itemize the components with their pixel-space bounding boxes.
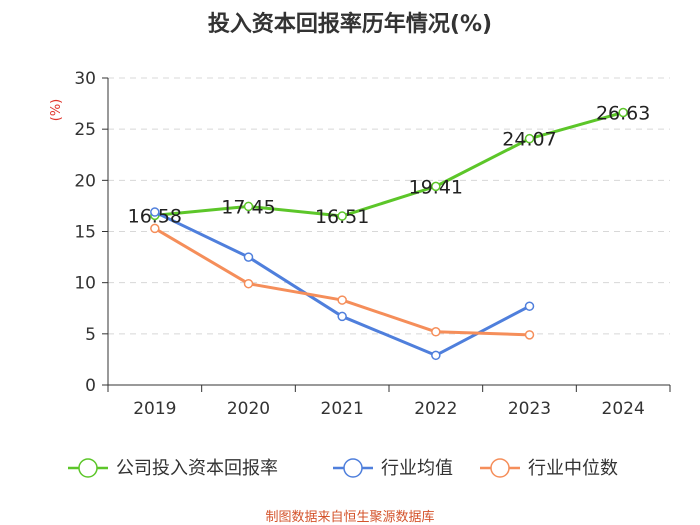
data-point [618, 107, 628, 118]
legend-marker [490, 458, 510, 478]
data-point [243, 278, 254, 289]
legend-label: 公司投入资本回报率 [116, 458, 278, 479]
data-label: 16.51 [315, 206, 369, 228]
data-point [524, 133, 535, 144]
y-tick-label: 20 [74, 171, 96, 191]
data-label: 24.07 [502, 129, 556, 151]
data-point [431, 350, 441, 361]
source-note: 制图数据来自恒生聚源数据库 [265, 510, 435, 525]
legend-marker [78, 458, 98, 478]
data-point [337, 211, 347, 221]
x-tick-label: 2020 [227, 399, 270, 419]
x-tick-label: 2021 [321, 399, 364, 419]
y-tick-label: 0 [85, 376, 96, 396]
x-tick-label: 2023 [508, 399, 551, 419]
data-point [243, 201, 254, 212]
data-label: 26.63 [596, 102, 650, 124]
data-point [431, 327, 441, 337]
series-line [154, 111, 624, 218]
y-tick-label: 5 [85, 325, 96, 345]
data-point [150, 207, 160, 217]
data-point [524, 301, 535, 311]
data-point [524, 330, 535, 340]
data-point [337, 311, 347, 322]
data-point [150, 223, 160, 234]
x-tick-label: 2024 [602, 399, 645, 419]
legend-label: 行业均值 [381, 458, 453, 479]
data-label: 19.41 [409, 176, 463, 198]
y-tick-label: 10 [74, 274, 96, 294]
legend-label: 行业中位数 [528, 458, 618, 479]
data-label: 17.45 [221, 196, 275, 218]
y-tick-label: 25 [74, 120, 96, 140]
x-tick-label: 2022 [414, 399, 457, 419]
y-axis-label: (%) [49, 99, 64, 122]
data-point [243, 252, 254, 262]
data-point [337, 295, 347, 305]
y-tick-label: 15 [74, 223, 96, 243]
x-tick-label: 2019 [133, 399, 176, 419]
data-label: 16.58 [128, 205, 182, 227]
chart-title: 投入资本回报率历年情况(%) [207, 12, 493, 37]
legend-marker [343, 458, 363, 478]
data-point [431, 181, 441, 192]
y-tick-label: 30 [74, 69, 96, 89]
